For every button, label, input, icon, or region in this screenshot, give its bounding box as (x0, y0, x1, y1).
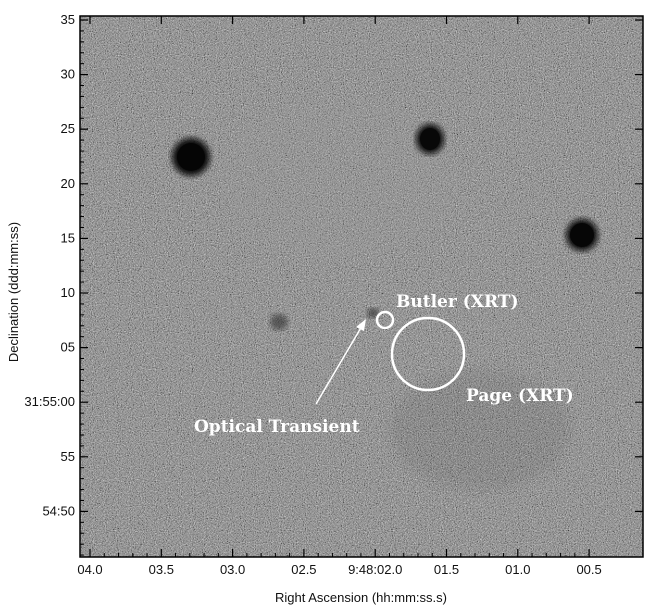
x-tick-label: 00.5 (576, 562, 601, 577)
y-tick-label: 31:55:00 (24, 394, 75, 409)
x-tick-label: 03.0 (220, 562, 245, 577)
y-tick-label: 05 (61, 340, 75, 355)
faint-source (270, 314, 288, 330)
page-label: Page (XRT) (466, 386, 574, 406)
y-tick-label: 15 (61, 230, 75, 245)
y-tick-label: 20 (61, 176, 75, 191)
butler-error-circle (375, 310, 395, 330)
x-tick-label: 9:48:02.0 (348, 562, 402, 577)
x-axis: 04.0 03.5 03.0 02.5 9:48:02.0 01.5 01.0 00.5 (77, 16, 602, 577)
y-tick-label: 55 (61, 449, 75, 464)
y-tick-label: 10 (61, 285, 75, 300)
page-error-circle (390, 316, 466, 392)
y-tick-label: 30 (61, 67, 75, 82)
x-tick-label: 01.0 (505, 562, 530, 577)
sky-image (80, 16, 643, 557)
x-tick-label: 03.5 (149, 562, 174, 577)
x-tick-label: 01.5 (434, 562, 459, 577)
optical-transient-arrow (315, 319, 366, 405)
y-tick-label: 35 (61, 12, 75, 27)
y-tick-label: 25 (61, 121, 75, 136)
optical-transient-label: Optical Transient (194, 417, 360, 437)
optical-transient-source (367, 308, 379, 318)
butler-label: Butler (XRT) (396, 292, 519, 312)
star-source (420, 128, 440, 150)
y-axis: 35 30 25 20 15 10 05 31:55:00 55 54:50 (24, 12, 643, 556)
y-tick-label: 54:50 (42, 503, 75, 518)
star-source (570, 223, 594, 247)
x-tick-label: 04.0 (77, 562, 102, 577)
y-axis-title: Declination (ddd:mm:ss) (6, 222, 21, 362)
star-source (177, 143, 205, 171)
x-tick-label: 02.5 (291, 562, 316, 577)
image-frame (79, 15, 644, 558)
x-axis-title: Right Ascension (hh:mm:ss.s) (275, 590, 447, 605)
